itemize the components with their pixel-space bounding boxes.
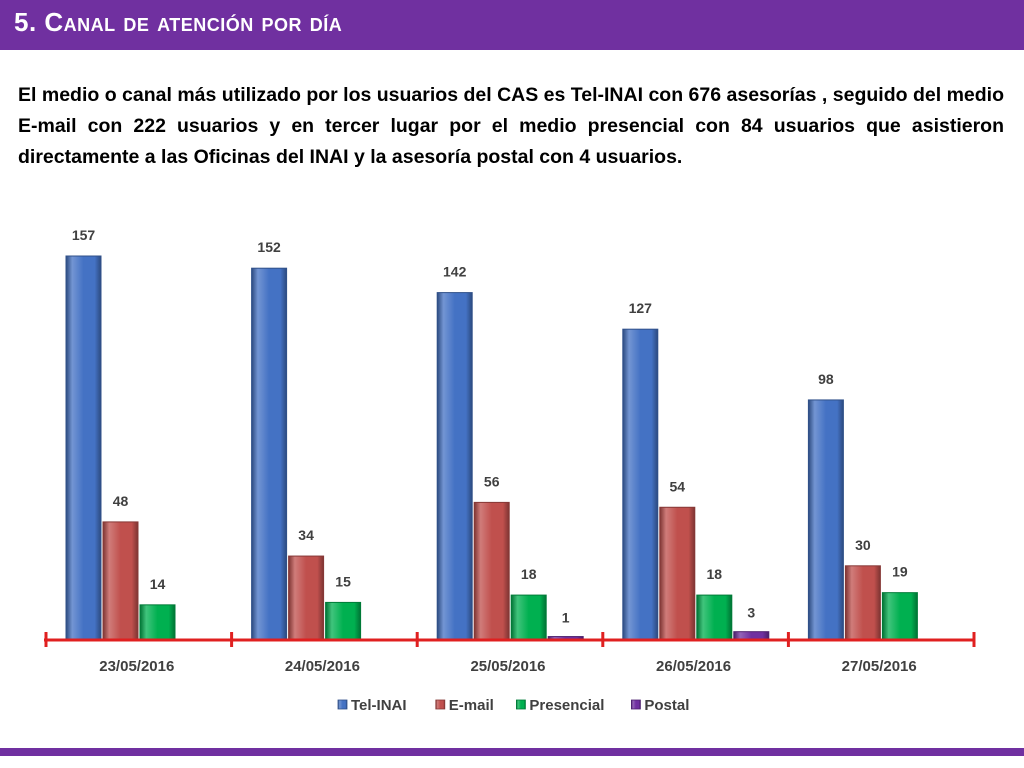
bar-email-1 [288, 555, 325, 640]
legend-swatch-email [435, 699, 446, 710]
data-label: 34 [298, 527, 314, 543]
data-label: 127 [629, 300, 653, 316]
legend-swatch-postal [631, 699, 641, 710]
x-tick-label: 26/05/2016 [656, 658, 731, 675]
bar-telinai-2 [436, 292, 473, 640]
data-label: 56 [484, 473, 500, 489]
legend-swatch-telinai [337, 699, 348, 710]
data-label: 142 [443, 264, 467, 280]
legend-swatch-presencial [516, 699, 526, 710]
bar-presencial-1 [325, 601, 362, 640]
footer-bar [0, 748, 1024, 756]
bar-presencial-2 [510, 594, 547, 640]
data-label: 15 [335, 573, 351, 589]
bar-presencial-0 [139, 604, 176, 640]
data-label: 18 [521, 566, 537, 582]
bar-telinai-0 [65, 255, 102, 640]
data-label: 14 [150, 576, 166, 592]
data-label: 98 [818, 371, 834, 387]
description-text: El medio o canal más utilizado por los u… [18, 84, 1004, 168]
x-tick-label: 25/05/2016 [470, 658, 545, 675]
legend-label: E-mail [449, 697, 494, 714]
data-label: 1 [562, 610, 570, 626]
page-title: 5. Canal de atención por día [14, 7, 343, 37]
x-tick-label: 24/05/2016 [285, 658, 360, 675]
bar-postal-3 [733, 631, 770, 640]
data-label: 152 [257, 239, 281, 255]
data-label: 157 [72, 227, 96, 243]
data-label: 19 [892, 564, 908, 580]
bar-presencial-4 [881, 592, 918, 640]
data-label: 30 [855, 537, 871, 553]
data-label: 54 [670, 478, 686, 494]
legend-label: Postal [644, 697, 689, 714]
bar-presencial-3 [696, 594, 733, 640]
data-label: 48 [113, 493, 129, 509]
header-bar: 5. Canal de atención por día [0, 0, 1024, 50]
bar-telinai-4 [807, 399, 844, 640]
bar-chart: 157 48 14 152 34 15 142 56 18 1 127 54 18 3 98 30 19 23/0… [44, 227, 976, 714]
x-tick-label: 27/05/2016 [842, 658, 917, 675]
legend-label: Tel-INAI [351, 697, 407, 714]
legend-label: Presencial [529, 697, 604, 714]
bar-telinai-1 [251, 267, 288, 640]
bar-email-3 [659, 506, 696, 640]
data-label: 3 [747, 605, 755, 621]
x-tick-label: 23/05/2016 [99, 658, 174, 675]
bar-email-0 [102, 521, 139, 640]
bar-email-2 [473, 501, 510, 640]
data-label: 18 [707, 566, 723, 582]
bar-email-4 [844, 565, 881, 640]
bar-telinai-3 [622, 328, 659, 640]
